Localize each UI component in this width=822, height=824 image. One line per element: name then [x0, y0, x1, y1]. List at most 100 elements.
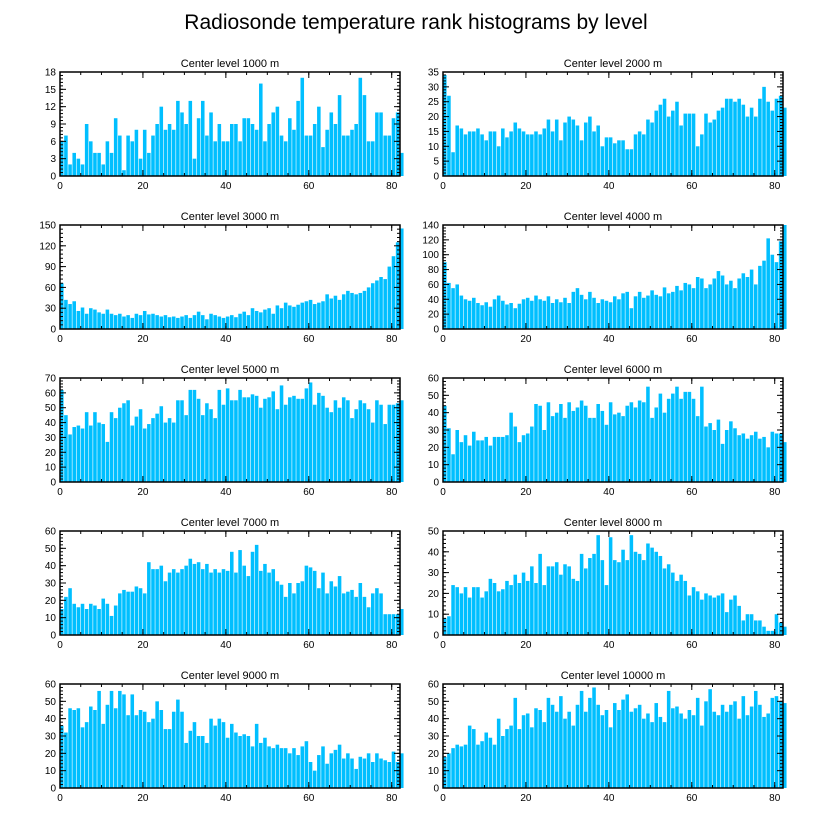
histogram-bar — [300, 581, 305, 635]
histogram-bar — [395, 112, 400, 176]
histogram-bar — [68, 588, 72, 635]
histogram-bar — [209, 718, 213, 788]
y-tick-label: 9 — [50, 120, 56, 131]
histogram-bar — [383, 760, 387, 788]
histogram-bar — [395, 242, 400, 329]
histogram-bar — [704, 701, 708, 788]
x-tick-label: 60 — [686, 793, 698, 804]
histogram-bar — [188, 389, 193, 482]
histogram-bar — [379, 593, 383, 635]
histogram-bar — [213, 418, 217, 482]
histogram-bar — [60, 389, 64, 482]
x-tick-label: 40 — [603, 181, 615, 192]
histogram-bar — [720, 704, 725, 788]
histogram-bar — [501, 589, 505, 635]
histogram-bar — [625, 405, 629, 482]
histogram-bar — [246, 315, 251, 329]
y-tick-label: 30 — [45, 732, 57, 743]
histogram-bar — [263, 737, 267, 788]
histogram-bar — [93, 605, 97, 635]
histogram-bar — [488, 306, 493, 329]
histogram-bar — [679, 713, 683, 788]
histogram-bar — [617, 412, 621, 482]
histogram-bar — [283, 302, 288, 329]
histogram-bar — [370, 593, 375, 635]
histogram-bar — [379, 404, 383, 482]
histogram-bar — [625, 291, 629, 329]
x-tick-label: 80 — [769, 640, 781, 651]
histogram-bar — [509, 412, 513, 482]
histogram-bar — [758, 704, 762, 788]
histogram-bar — [554, 412, 559, 482]
histogram-bar — [366, 287, 371, 329]
histogram-bar — [76, 708, 81, 788]
histogram-bar — [621, 416, 625, 482]
plot-frame — [442, 530, 784, 636]
histogram-bar — [716, 110, 721, 176]
histogram-bar — [720, 275, 725, 329]
histogram-bar — [749, 269, 754, 329]
histogram-bar — [242, 118, 246, 176]
histogram-bar — [472, 431, 476, 482]
histogram-bar — [97, 609, 101, 635]
histogram-bar — [766, 713, 770, 788]
histogram-bar — [459, 593, 464, 635]
histogram-bar — [608, 302, 613, 329]
histogram-bar — [400, 753, 404, 788]
y-tick-label: 25 — [428, 97, 440, 108]
histogram-bar — [642, 297, 646, 329]
histogram-bar — [308, 299, 313, 329]
histogram-bar — [159, 710, 164, 788]
histogram-bar — [147, 152, 151, 176]
histogram-bar — [733, 428, 737, 482]
histogram-bar — [76, 425, 81, 482]
y-tick-label: 40 — [428, 714, 440, 725]
histogram-bar — [263, 141, 267, 176]
histogram-bar — [596, 303, 600, 329]
histogram-bar — [263, 398, 267, 482]
histogram-bar — [517, 303, 522, 329]
histogram-bar — [571, 119, 576, 176]
y-tick-label: 100 — [422, 250, 439, 261]
histogram-bar — [455, 744, 459, 788]
histogram-bar — [275, 581, 280, 635]
histogram-bar — [192, 722, 197, 788]
histogram-bar — [97, 312, 101, 329]
histogram-bar — [724, 430, 729, 482]
x-tick-label: 0 — [57, 640, 63, 651]
histogram-bar — [671, 393, 675, 482]
histogram-bar — [250, 394, 255, 482]
histogram-bar — [695, 697, 700, 788]
histogram-bar — [238, 313, 242, 329]
histogram-bar — [592, 417, 596, 482]
y-tick-label: 40 — [45, 714, 57, 725]
x-tick-label: 60 — [303, 793, 315, 804]
y-tick-label: 40 — [428, 295, 440, 306]
histogram-bar — [455, 125, 459, 176]
histogram-bar — [637, 131, 642, 176]
histogram-bar — [567, 116, 571, 176]
histogram-bar — [134, 129, 139, 176]
y-tick-label: 60 — [45, 680, 57, 691]
histogram-bar — [451, 585, 455, 635]
histogram-bar — [375, 753, 379, 788]
y-tick-label: 150 — [39, 221, 56, 232]
histogram-bar — [770, 630, 775, 635]
histogram-bar — [200, 100, 205, 176]
histogram-bar — [604, 300, 609, 329]
histogram-bar — [621, 549, 625, 635]
histogram-bar — [325, 593, 329, 635]
histogram-bar — [554, 711, 559, 788]
histogram-bar — [472, 729, 476, 788]
histogram-bar — [196, 118, 201, 176]
histogram-bar — [447, 282, 451, 329]
histogram-bar — [496, 591, 501, 635]
histogram-bar — [687, 113, 692, 176]
histogram-bar — [225, 570, 230, 635]
y-tick-label: 70 — [45, 374, 57, 385]
histogram-bar — [596, 404, 600, 482]
histogram-bar — [366, 607, 371, 635]
histogram-bar — [350, 589, 354, 635]
x-tick-label: 40 — [220, 487, 232, 498]
x-tick-label: 20 — [520, 181, 532, 192]
